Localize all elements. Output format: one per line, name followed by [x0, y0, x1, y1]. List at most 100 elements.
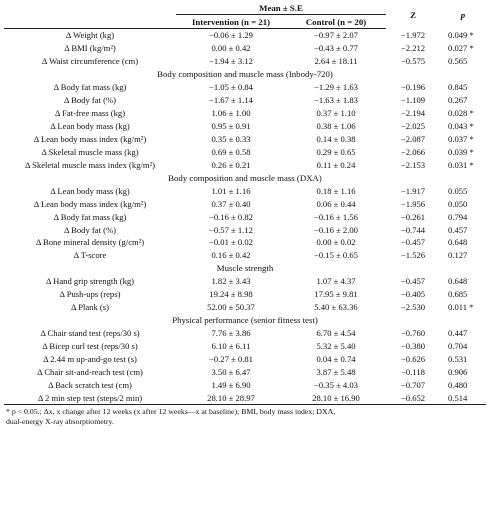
variable-label: Δ Back scratch test (cm) — [48, 379, 132, 390]
control-header: Control (n = 20) — [286, 14, 386, 29]
section-label: Physical performance (senior fitness tes… — [172, 315, 318, 326]
intervention-value: 1.01 ± 1.16 — [211, 185, 251, 196]
p-value: 0.704 — [448, 340, 468, 351]
z-value: −2.066 — [400, 146, 426, 157]
section-header-row: Physical performance (senior fitness tes… — [4, 314, 486, 327]
variable-label: Δ Lean body mass index (kg/m²) — [33, 198, 147, 209]
p-value: 0.011 * — [448, 302, 474, 313]
intervention-value: −1.94 ± 3.12 — [209, 56, 253, 67]
p-value: 0.447 — [448, 328, 468, 339]
control-value: −0.16 ± 1.56 — [314, 211, 358, 222]
table-row: Δ Weight (kg) −0.06 ± 1.29 −0.97 ± 2.07 −1.… — [4, 29, 486, 42]
control-value: 5.40 ± 63.36 — [314, 302, 358, 313]
variable-label: Δ Body fat (%) — [63, 95, 117, 106]
intervention-header: Intervention (n = 21) — [176, 14, 286, 29]
z-header: Z — [410, 10, 416, 21]
intervention-value: 0.26 ± 0.21 — [211, 159, 251, 170]
z-value: −2.153 — [400, 159, 426, 170]
p-value: 0.531 — [448, 353, 468, 364]
table-row: Δ Chair sit-and-reach test (cm) 3.50 ± 6.… — [4, 365, 486, 378]
z-value: −0.575 — [400, 56, 426, 67]
table-row: Δ BMI (kg/m²) 0.00 ± 0.42 −0.43 ± 0.77 −2.2… — [4, 42, 486, 55]
p-value: 0.457 — [448, 224, 468, 235]
table-row: Δ Bicep curl test (reps/30 s) 6.10 ± 6.11… — [4, 340, 486, 353]
z-value: −2.194 — [400, 108, 426, 119]
z-value: −0.707 — [400, 379, 426, 390]
section-header-row: Body composition and muscle mass (DXA) — [4, 171, 486, 184]
z-value: −1.109 — [400, 95, 426, 106]
intervention-value: 0.95 ± 0.91 — [211, 121, 251, 132]
table-row: Δ Bone mineral density (g/cm²) −0.01 ± 0.… — [4, 236, 486, 249]
p-value: 0.028 * — [448, 108, 474, 119]
control-value: 0.00 ± 0.02 — [316, 237, 356, 248]
results-table: Mean ± S.E Z p Intervention (n = 21) Con… — [4, 2, 486, 406]
table-row: Δ Chair stand test (reps/30 s) 7.76 ± 3.8… — [4, 327, 486, 340]
footnote-line-1: * p < 0.05.; Δx, x change after 12 weeks… — [6, 407, 336, 417]
z-value: −0.261 — [400, 211, 426, 222]
p-value: 0.049 * — [448, 30, 474, 41]
intervention-value: −0.57 ± 1.12 — [209, 224, 253, 235]
z-value: −0.744 — [400, 224, 426, 235]
intervention-value: 0.35 ± 0.33 — [211, 133, 251, 144]
p-value: 0.267 — [448, 95, 468, 106]
control-value: −1.63 ± 1.83 — [314, 95, 358, 106]
control-value: 3.87 ± 5.48 — [316, 366, 356, 377]
table-row: Δ Body fat (%) −1.67 ± 1.14 −1.63 ± 1.83 −1… — [4, 94, 486, 107]
variable-label: Δ 2 min step test (steps/2 min) — [4, 391, 176, 406]
control-value: 0.38 ± 1.06 — [316, 121, 356, 132]
z-value: −0.405 — [400, 289, 426, 300]
p-value: 0.906 — [448, 366, 468, 377]
intervention-value: 28.10 ± 28.97 — [176, 391, 286, 406]
section-header-row: Muscle strength — [4, 262, 486, 275]
p-value: 0.037 * — [448, 133, 474, 144]
intervention-value: −0.01 ± 0.02 — [209, 237, 253, 248]
z-value: −0.626 — [400, 353, 426, 364]
table-row: Δ Skeletal muscle mass (kg) 0.69 ± 0.58 0.… — [4, 145, 486, 158]
header-blank-2 — [4, 14, 176, 29]
z-value: −0.760 — [400, 328, 426, 339]
table-row: Δ 2.44 m up-and-go test (s) −0.27 ± 0.81 0… — [4, 352, 486, 365]
z-value: −1.526 — [400, 250, 426, 261]
section-label: Body composition and muscle mass (Inbody… — [157, 69, 333, 80]
z-value: −1.917 — [400, 185, 426, 196]
variable-label: Δ Fat-free mass (kg) — [54, 108, 126, 119]
control-value: −0.97 ± 2.07 — [314, 30, 358, 41]
p-value: 0.127 — [448, 250, 468, 261]
intervention-value: 0.37 ± 0.40 — [211, 198, 251, 209]
p-value: 0.055 — [448, 185, 468, 196]
table-row: Δ T-score 0.16 ± 0.42 −0.15 ± 0.65 −1.526 0.… — [4, 249, 486, 262]
table-row: Δ Body fat (%) −0.57 ± 1.12 −0.16 ± 2.00 −0… — [4, 223, 486, 236]
control-value: −1.29 ± 1.63 — [314, 82, 358, 93]
z-value: −0.457 — [400, 237, 426, 248]
table-row: Δ Fat-free mass (kg) 1.06 ± 1.00 0.37 ± 1.… — [4, 107, 486, 120]
intervention-value: −0.27 ± 0.81 — [209, 353, 253, 364]
control-value: −0.35 ± 4.03 — [314, 379, 358, 390]
intervention-value: −1.05 ± 0.84 — [209, 82, 253, 93]
section-label: Muscle strength — [216, 263, 274, 274]
control-value: −0.15 ± 0.65 — [314, 250, 358, 261]
control-value: 5.32 ± 5.40 — [316, 340, 356, 351]
p-value: 0.050 — [448, 198, 468, 209]
p-value: 0.648 — [448, 276, 468, 287]
table-row: Δ Lean body mass (kg) 1.01 ± 1.16 0.18 ± 1… — [4, 184, 486, 197]
control-value: 0.11 ± 0.24 — [316, 159, 356, 170]
control-value: −0.16 ± 2.00 — [314, 224, 358, 235]
control-value: 0.37 ± 1.10 — [316, 108, 356, 119]
intervention-value: 3.50 ± 6.47 — [211, 366, 251, 377]
intervention-value: 1.82 ± 3.43 — [211, 276, 251, 287]
variable-label: Δ Hand grip strength (kg) — [45, 276, 135, 287]
z-value: −0.457 — [400, 276, 426, 287]
intervention-value: 6.10 ± 6.11 — [211, 340, 251, 351]
variable-label: Δ Bone mineral density (g/cm²) — [35, 237, 145, 248]
z-value: −2.530 — [400, 302, 426, 313]
variable-label: Δ Skeletal muscle mass index (kg/m²) — [24, 159, 156, 170]
table-row: Δ Body fat mass (kg) −1.05 ± 0.84 −1.29 ± … — [4, 81, 486, 94]
control-value: 0.04 ± 0.74 — [316, 353, 356, 364]
table-row: Δ 2 min step test (steps/2 min) 28.10 ± 2… — [4, 391, 486, 406]
variable-label: Δ Plank (s) — [71, 302, 109, 313]
control-value: 2.64 ± 18.11 — [314, 56, 358, 67]
variable-label: Δ Push-ups (reps) — [59, 289, 121, 300]
variable-label: Δ 2.44 m up-and-go test (s) — [43, 353, 137, 364]
table-row: Δ Waist circumference (cm) −1.94 ± 3.12 2.… — [4, 55, 486, 68]
variable-label: Δ Waist circumference (cm) — [41, 56, 139, 67]
